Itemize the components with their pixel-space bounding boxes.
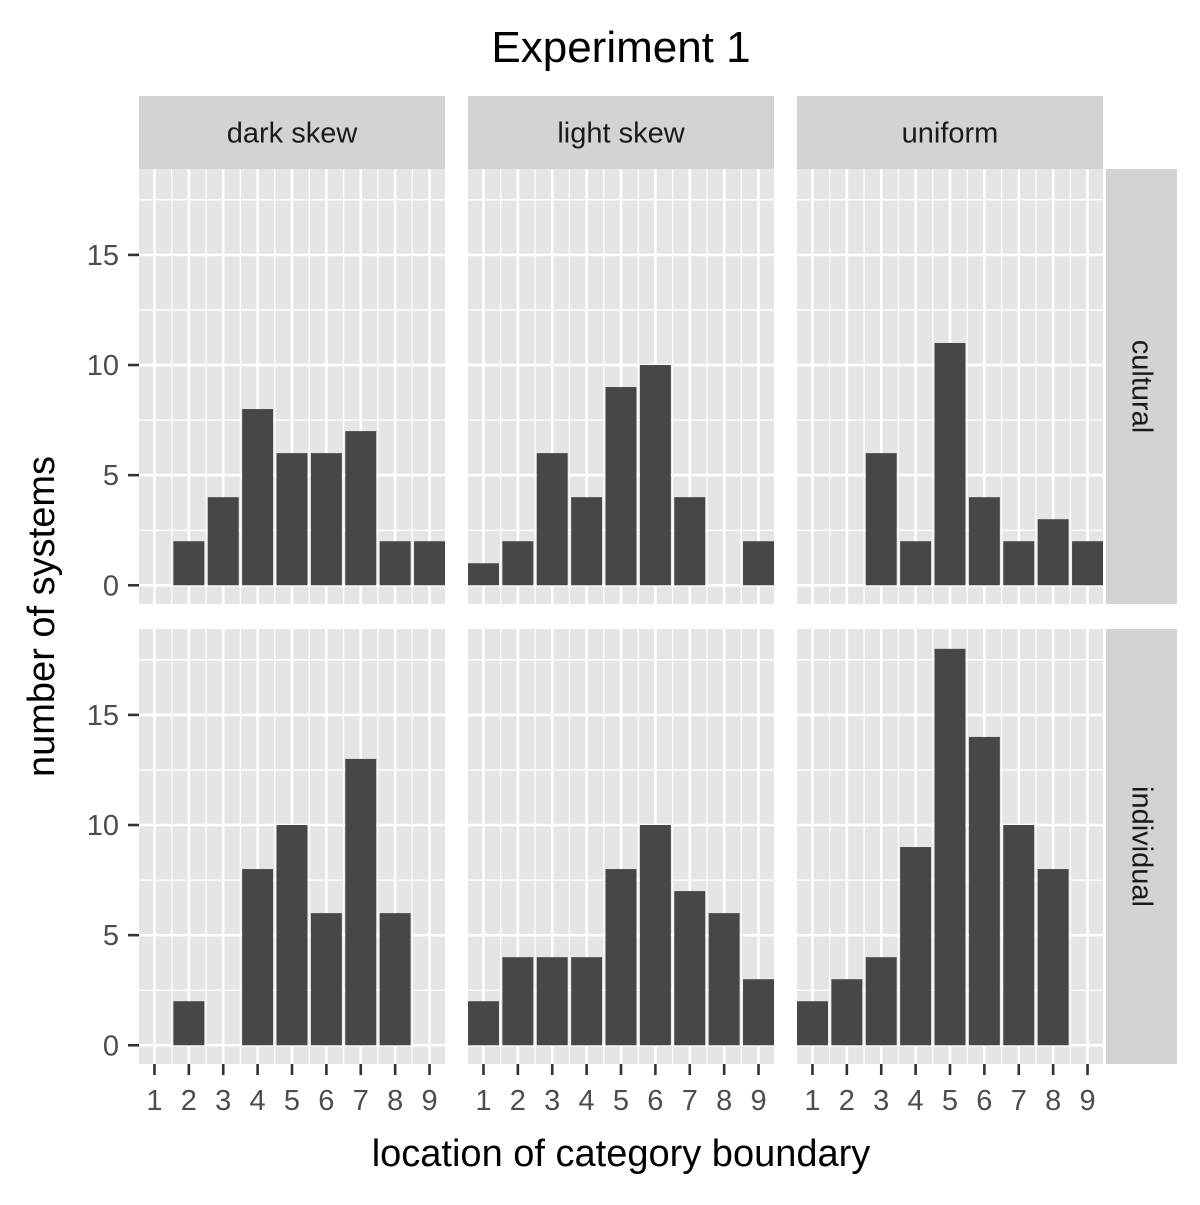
bar-individual-light-skew-1 <box>468 1001 499 1046</box>
facet-strip-label-light-skew: light skew <box>557 118 685 150</box>
y-tick-label: 15 <box>87 240 119 272</box>
bar-individual-light-skew-3 <box>536 957 568 1046</box>
bar-individual-light-skew-6 <box>639 825 671 1046</box>
x-tick-label: 3 <box>544 1085 560 1117</box>
y-tick-label: 5 <box>103 920 119 952</box>
x-tick-label: 3 <box>215 1085 231 1117</box>
facet-strip-cultural <box>1106 169 1177 604</box>
bar-cultural-uniform-9 <box>1072 541 1103 586</box>
x-tick-label: 9 <box>1079 1085 1095 1117</box>
facet-strip-uniform <box>797 96 1103 169</box>
bar-cultural-uniform-8 <box>1037 519 1069 586</box>
facet-strip-label-dark-skew: dark skew <box>227 118 359 150</box>
bar-cultural-dark-skew-8 <box>379 541 411 586</box>
bar-individual-uniform-4 <box>900 847 932 1046</box>
x-tick-label: 9 <box>421 1085 437 1117</box>
facet-strip-label-uniform: uniform <box>902 118 999 150</box>
x-tick-label: 3 <box>873 1085 889 1117</box>
x-tick-label: 1 <box>146 1085 162 1117</box>
x-tick-label: 2 <box>839 1085 855 1117</box>
facet-strip-label-individual: individual <box>1126 786 1158 907</box>
bar-individual-dark-skew-6 <box>310 913 342 1046</box>
bar-cultural-light-skew-9 <box>743 541 774 586</box>
bar-individual-dark-skew-4 <box>242 869 274 1046</box>
bar-cultural-light-skew-2 <box>502 541 534 586</box>
bar-cultural-uniform-4 <box>900 541 932 586</box>
y-tick-label: 10 <box>87 350 119 382</box>
bar-cultural-light-skew-3 <box>536 453 568 586</box>
bar-cultural-dark-skew-5 <box>276 453 308 586</box>
y-axis-title: number of systems <box>21 456 63 777</box>
bar-individual-light-skew-7 <box>674 891 706 1046</box>
facet-strip-individual <box>1106 629 1177 1064</box>
x-tick-label: 7 <box>353 1085 369 1117</box>
facet-strip-label-cultural: cultural <box>1126 340 1158 434</box>
y-tick-label: 0 <box>103 1030 119 1062</box>
bar-individual-light-skew-4 <box>571 957 603 1046</box>
bar-cultural-dark-skew-2 <box>173 541 205 586</box>
bar-cultural-light-skew-7 <box>674 497 706 586</box>
x-tick-label: 5 <box>284 1085 300 1117</box>
bar-cultural-uniform-7 <box>1003 541 1035 586</box>
bar-individual-dark-skew-2 <box>173 1001 205 1046</box>
x-tick-label: 8 <box>716 1085 732 1117</box>
x-tick-label: 9 <box>750 1085 766 1117</box>
x-tick-label: 2 <box>181 1085 197 1117</box>
x-tick-label: 4 <box>579 1085 595 1117</box>
bar-cultural-uniform-3 <box>865 453 897 586</box>
y-tick-label: 5 <box>103 460 119 492</box>
facet-strip-dark-skew <box>139 96 445 169</box>
x-tick-label: 4 <box>908 1085 924 1117</box>
bar-individual-uniform-7 <box>1003 825 1035 1046</box>
y-tick-label: 10 <box>87 810 119 842</box>
bar-individual-light-skew-8 <box>708 913 740 1046</box>
x-tick-label: 4 <box>250 1085 266 1117</box>
bar-cultural-dark-skew-6 <box>310 453 342 586</box>
x-tick-label: 7 <box>682 1085 698 1117</box>
bar-individual-uniform-8 <box>1037 869 1069 1046</box>
bar-cultural-light-skew-4 <box>571 497 603 586</box>
bar-cultural-dark-skew-9 <box>414 541 445 586</box>
bar-individual-uniform-3 <box>865 957 897 1046</box>
bar-individual-light-skew-9 <box>743 979 774 1046</box>
x-tick-label: 8 <box>1045 1085 1061 1117</box>
bar-individual-dark-skew-5 <box>276 825 308 1046</box>
bar-cultural-dark-skew-4 <box>242 409 274 586</box>
bar-cultural-light-skew-1 <box>468 563 499 586</box>
bar-individual-uniform-2 <box>831 979 863 1046</box>
bar-individual-uniform-5 <box>934 648 966 1046</box>
bar-cultural-dark-skew-3 <box>207 497 239 586</box>
x-tick-label: 6 <box>318 1085 334 1117</box>
chart-title: Experiment 1 <box>491 23 750 72</box>
x-tick-label: 6 <box>647 1085 663 1117</box>
x-tick-label: 5 <box>613 1085 629 1117</box>
x-tick-label: 1 <box>475 1085 491 1117</box>
bar-cultural-light-skew-5 <box>605 387 637 586</box>
y-tick-label: 15 <box>87 700 119 732</box>
bar-individual-light-skew-2 <box>502 957 534 1046</box>
x-tick-label: 5 <box>942 1085 958 1117</box>
bar-individual-uniform-6 <box>968 736 1000 1046</box>
x-tick-label: 2 <box>510 1085 526 1117</box>
x-tick-label: 1 <box>804 1085 820 1117</box>
x-tick-label: 7 <box>1011 1085 1027 1117</box>
bar-individual-light-skew-5 <box>605 869 637 1046</box>
x-tick-label: 6 <box>976 1085 992 1117</box>
bar-individual-dark-skew-7 <box>345 758 377 1046</box>
bar-cultural-dark-skew-7 <box>345 431 377 586</box>
bar-cultural-uniform-5 <box>934 343 966 586</box>
x-axis-title: location of category boundary <box>372 1133 871 1175</box>
bar-cultural-light-skew-6 <box>639 365 671 586</box>
bar-individual-dark-skew-8 <box>379 913 411 1046</box>
facet-strip-light-skew <box>468 96 774 169</box>
y-tick-label: 0 <box>103 570 119 602</box>
x-tick-label: 8 <box>387 1085 403 1117</box>
bar-individual-uniform-1 <box>797 1001 828 1046</box>
bar-cultural-uniform-6 <box>968 497 1000 586</box>
